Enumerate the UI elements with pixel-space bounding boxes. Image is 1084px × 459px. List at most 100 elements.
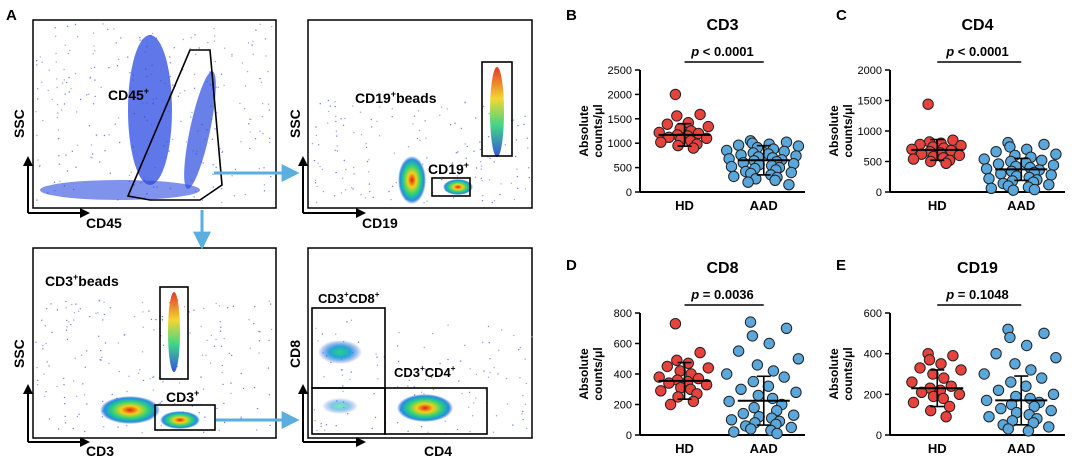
event-dot bbox=[174, 402, 176, 405]
event-dot bbox=[240, 416, 242, 418]
event-dot bbox=[86, 94, 88, 96]
event-dot bbox=[425, 379, 427, 381]
data-point-hd bbox=[655, 136, 667, 148]
event-dot bbox=[510, 182, 513, 184]
data-point-aad bbox=[763, 337, 775, 350]
event-dot bbox=[267, 70, 269, 73]
event-dot bbox=[220, 326, 222, 328]
event-dot bbox=[155, 318, 157, 321]
event-dot bbox=[116, 65, 119, 67]
data-point-hd bbox=[664, 398, 677, 411]
gate-label: CD3+beads bbox=[45, 272, 119, 289]
event-dot bbox=[505, 377, 508, 380]
event-dot bbox=[97, 312, 99, 314]
event-dot bbox=[439, 114, 441, 117]
event-dot bbox=[79, 308, 82, 310]
data-point-aad bbox=[990, 348, 1002, 360]
data-point-aad bbox=[1025, 364, 1037, 376]
data-point-aad bbox=[766, 392, 779, 405]
data-point-aad bbox=[1050, 148, 1062, 160]
event-dot bbox=[215, 338, 217, 341]
y-axis-label: Absolutecounts/μl bbox=[577, 347, 605, 400]
data-point-aad bbox=[780, 322, 793, 334]
event-dot bbox=[212, 164, 214, 166]
data-point-hd bbox=[907, 153, 920, 165]
event-dot bbox=[210, 334, 212, 337]
event-dot bbox=[522, 418, 524, 421]
event-dot bbox=[233, 195, 235, 197]
event-dot bbox=[360, 194, 362, 196]
event-dot bbox=[334, 105, 336, 108]
event-dot bbox=[464, 143, 466, 145]
event-dot bbox=[521, 413, 523, 415]
data-point-hd bbox=[907, 396, 920, 409]
event-dot bbox=[465, 157, 467, 159]
event-dot bbox=[352, 188, 354, 190]
event-dot bbox=[216, 407, 218, 410]
event-dot bbox=[231, 55, 233, 57]
event-dot bbox=[329, 105, 331, 107]
data-point-aad bbox=[725, 414, 738, 426]
event-dot bbox=[44, 395, 46, 398]
event-dot bbox=[322, 190, 325, 193]
event-dot bbox=[104, 342, 107, 344]
event-dot bbox=[335, 115, 337, 118]
event-dot bbox=[129, 72, 131, 74]
p-value-label: p = 0.1048 bbox=[945, 287, 1009, 302]
event-dot bbox=[142, 311, 144, 313]
event-dot bbox=[103, 301, 105, 303]
event-dot bbox=[469, 430, 471, 433]
event-dot bbox=[76, 144, 79, 146]
data-point-aad bbox=[1004, 141, 1016, 153]
data-point-aad bbox=[1043, 421, 1055, 433]
y-tick-label: 200 bbox=[864, 389, 882, 401]
x-tick-label: AAD bbox=[750, 198, 778, 213]
event-dot bbox=[388, 190, 390, 193]
event-dot bbox=[36, 64, 38, 66]
event-dot bbox=[89, 77, 91, 80]
event-dot bbox=[270, 176, 272, 178]
x-tick-label: AAD bbox=[750, 441, 778, 456]
event-dot bbox=[78, 413, 80, 415]
data-point-aad bbox=[790, 386, 802, 398]
event-dot bbox=[151, 32, 154, 35]
event-dot bbox=[120, 37, 122, 39]
event-dot bbox=[250, 118, 252, 121]
event-dot bbox=[426, 200, 428, 202]
event-dot bbox=[488, 113, 490, 115]
event-dot bbox=[417, 110, 420, 112]
data-point-hd bbox=[935, 358, 947, 370]
event-dot bbox=[264, 38, 267, 40]
event-dot bbox=[203, 431, 205, 433]
data-point-aad bbox=[978, 153, 990, 165]
data-point-aad bbox=[746, 330, 759, 342]
event-dot bbox=[497, 373, 499, 375]
event-dot bbox=[253, 322, 255, 325]
density-blob bbox=[322, 398, 358, 414]
event-dot bbox=[412, 123, 414, 125]
data-point-hd bbox=[906, 376, 918, 388]
x-axis-label: CD3 bbox=[86, 443, 114, 459]
event-dot bbox=[391, 108, 393, 110]
event-dot bbox=[357, 341, 360, 343]
event-dot bbox=[251, 44, 253, 46]
event-dot bbox=[335, 425, 337, 427]
event-dot bbox=[479, 148, 481, 151]
event-dot bbox=[101, 356, 103, 359]
data-point-hd bbox=[655, 385, 667, 397]
flow-plot-cd3: CD3+beads CD3+ SSC CD3 bbox=[11, 247, 277, 459]
event-dot bbox=[68, 91, 71, 93]
event-dot bbox=[315, 327, 317, 329]
event-dot bbox=[454, 122, 456, 124]
event-dot bbox=[345, 168, 347, 171]
event-dot bbox=[66, 25, 69, 27]
event-dot bbox=[315, 126, 317, 128]
flow-plot-cd45: CD45+ SSC CD45 bbox=[11, 19, 277, 231]
cd3-beads-gate bbox=[159, 286, 189, 380]
event-dot bbox=[462, 164, 464, 167]
density-blob bbox=[443, 179, 473, 195]
event-dot bbox=[481, 200, 484, 202]
event-dot bbox=[391, 116, 393, 118]
event-dot bbox=[191, 111, 193, 114]
event-dot bbox=[493, 161, 495, 163]
